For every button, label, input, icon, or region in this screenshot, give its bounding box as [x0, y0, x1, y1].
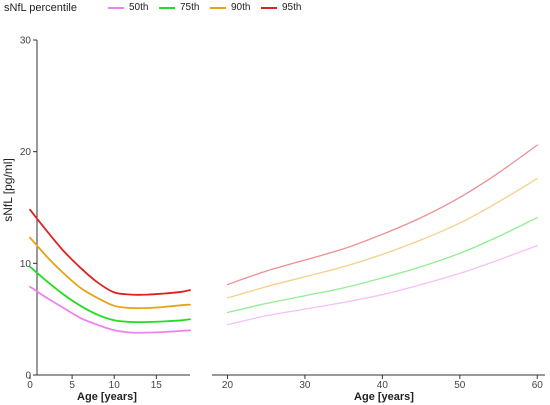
- y-tick-label: 10: [20, 259, 32, 270]
- legend-label-95th: 95th: [282, 2, 302, 13]
- series-line-90th-children: [29, 236, 191, 310]
- legend-item-75th: 75th: [159, 2, 199, 13]
- series-line-95th-children: [29, 208, 191, 296]
- x-tick-label-children: 5: [69, 380, 75, 391]
- legend-swatch-90th: [210, 6, 226, 9]
- legend-swatch-95th: [261, 6, 277, 9]
- x-tick-label-children: 10: [109, 380, 121, 391]
- y-tick-label: 30: [20, 36, 32, 47]
- x-tick-label-children: 15: [151, 380, 163, 391]
- x-tick-label-adults: 60: [532, 380, 544, 391]
- y-tick-label: 20: [20, 147, 32, 158]
- legend-label-90th: 90th: [231, 2, 251, 13]
- legend-item-50th: 50th: [108, 2, 148, 13]
- series-line-50th-children: [29, 285, 191, 334]
- x-tick-label-adults: 20: [222, 380, 234, 391]
- series-line-75th-children: [29, 265, 191, 324]
- series-line-75th-adults: [226, 216, 538, 314]
- x-axis-title-children: Age [years]: [77, 391, 137, 403]
- legend-title: sNfL percentile: [4, 2, 77, 14]
- x-tick-label-adults: 30: [299, 380, 311, 391]
- chart-axes: 0 10 20 30 0 5 10 15 20 30 40 50 60: [20, 36, 545, 391]
- legend-swatch-75th: [159, 6, 175, 9]
- legend-label-50th: 50th: [129, 2, 149, 13]
- x-tick-label-children: 0: [27, 380, 33, 391]
- x-tick-label-adults: 50: [454, 380, 466, 391]
- series-line-50th-adults: [226, 244, 538, 326]
- y-tick-label: 0: [25, 371, 31, 382]
- chart-series-layer: [29, 144, 538, 334]
- x-axis-title-adults: Age [years]: [354, 391, 414, 403]
- series-line-95th-adults: [226, 144, 538, 286]
- legend-item-95th: 95th: [261, 2, 301, 13]
- y-axis-title: sNfL [pg/ml]: [1, 158, 15, 222]
- legend-label-75th: 75th: [180, 2, 200, 13]
- series-line-90th-adults: [226, 177, 538, 299]
- x-tick-label-adults: 40: [377, 380, 389, 391]
- legend-item-90th: 90th: [210, 2, 250, 13]
- legend-swatch-50th: [108, 6, 124, 9]
